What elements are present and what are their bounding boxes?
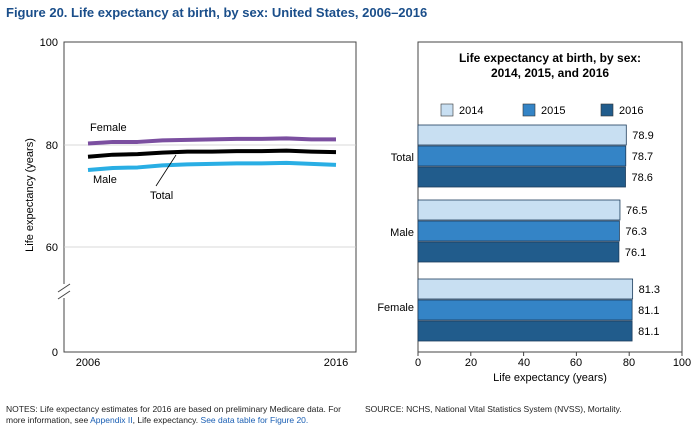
source-note: SOURCE: NCHS, National Vital Statistics … — [365, 404, 622, 414]
x-tick-label-20: 20 — [465, 357, 477, 369]
bar-value-label-female-2014: 81.3 — [639, 284, 660, 296]
y-tick-label-0: 0 — [52, 347, 58, 359]
line-series-layer — [87, 136, 337, 172]
bar-chart: Life expectancy at birth, by sex: 2014, … — [377, 41, 691, 384]
figure-title: Figure 20. Life expectancy at birth, by … — [6, 5, 428, 20]
category-label-male: Male — [390, 227, 414, 239]
line-chart-y-axis-label: Life expectancy (years) — [24, 138, 36, 252]
bar-total-2015 — [417, 145, 627, 167]
bar-x-axis-label: Life expectancy (years) — [493, 372, 607, 384]
legend-label-2015: 2015 — [541, 105, 565, 117]
axis-break-mark — [57, 283, 71, 300]
bar-value-label-total-2015: 78.7 — [632, 151, 653, 163]
x-tick-label-100: 100 — [673, 357, 691, 369]
line-series-total — [87, 148, 337, 159]
bar-chart-title-line-1: Life expectancy at birth, by sex: — [459, 51, 641, 65]
line-chart-frame — [63, 41, 357, 353]
x-tick-label-2016: 2016 — [324, 357, 348, 369]
legend-label-2016: 2016 — [619, 105, 643, 117]
y-tick-label-100: 100 — [40, 37, 58, 49]
x-tick-label-0: 0 — [415, 357, 421, 369]
appendix-link[interactable]: Appendix II — [90, 415, 133, 425]
series-leader-total — [155, 154, 177, 187]
legend-swatch-2016 — [600, 103, 614, 117]
y-tick-label-60: 60 — [46, 242, 58, 254]
figure-canvas: Life expectancy (years) 100 80 60 0 2006… — [24, 37, 691, 384]
bar-value-label-female-2016: 81.1 — [638, 326, 659, 338]
line-series-male — [87, 160, 337, 172]
x-tick-label-2006: 2006 — [76, 357, 100, 369]
bar-female-2015 — [417, 299, 633, 321]
x-tick-label-80: 80 — [623, 357, 635, 369]
x-tick-label-60: 60 — [570, 357, 582, 369]
notes-text: NOTES: Life expectancy estimates for 201… — [6, 404, 341, 425]
bar-value-label-male-2014: 76.5 — [626, 205, 647, 217]
notes: NOTES: Life expectancy estimates for 201… — [6, 404, 356, 426]
bar-value-label-total-2016: 78.6 — [632, 172, 653, 184]
bar-x-axis-ticks — [417, 352, 683, 356]
line-series-female — [87, 136, 336, 146]
bar-chart-frame — [417, 41, 683, 353]
bar-female-2016 — [417, 320, 633, 342]
legend-label-2014: 2014 — [459, 105, 483, 117]
category-label-female: Female — [377, 302, 414, 314]
bar-value-label-female-2015: 81.1 — [638, 305, 659, 317]
bar-male-2016 — [417, 241, 620, 263]
series-label-total: Total — [150, 190, 173, 202]
legend-swatch-2014 — [440, 103, 454, 117]
line-chart: Life expectancy (years) 100 80 60 0 2006… — [24, 37, 357, 369]
x-tick-label-40: 40 — [518, 357, 530, 369]
data-table-link[interactable]: See data table for Figure 20. — [200, 415, 309, 425]
bar-male-2015 — [417, 220, 620, 242]
notes-text-middle: , Life expectancy. — [132, 415, 201, 425]
bar-layer: 78.9 78.7 78.6 76.5 76.3 76.1 81.3 81.1 81.1 — [417, 124, 660, 342]
y-tick-label-80: 80 — [46, 140, 58, 152]
bar-male-2014 — [417, 199, 621, 221]
legend: 2014 2015 2016 — [440, 103, 643, 117]
category-label-total: Total — [391, 152, 414, 164]
bar-total-2016 — [417, 166, 626, 188]
bar-value-label-male-2015: 76.3 — [625, 226, 646, 238]
bar-value-label-male-2016: 76.1 — [625, 247, 646, 259]
bar-total-2014 — [417, 124, 627, 146]
series-label-female: Female — [90, 122, 127, 134]
legend-swatch-2015 — [522, 103, 536, 117]
bar-female-2014 — [417, 278, 634, 300]
bar-chart-title-line-2: 2014, 2015, and 2016 — [491, 66, 609, 80]
bar-value-label-total-2014: 78.9 — [632, 130, 653, 142]
series-label-male: Male — [93, 174, 117, 186]
